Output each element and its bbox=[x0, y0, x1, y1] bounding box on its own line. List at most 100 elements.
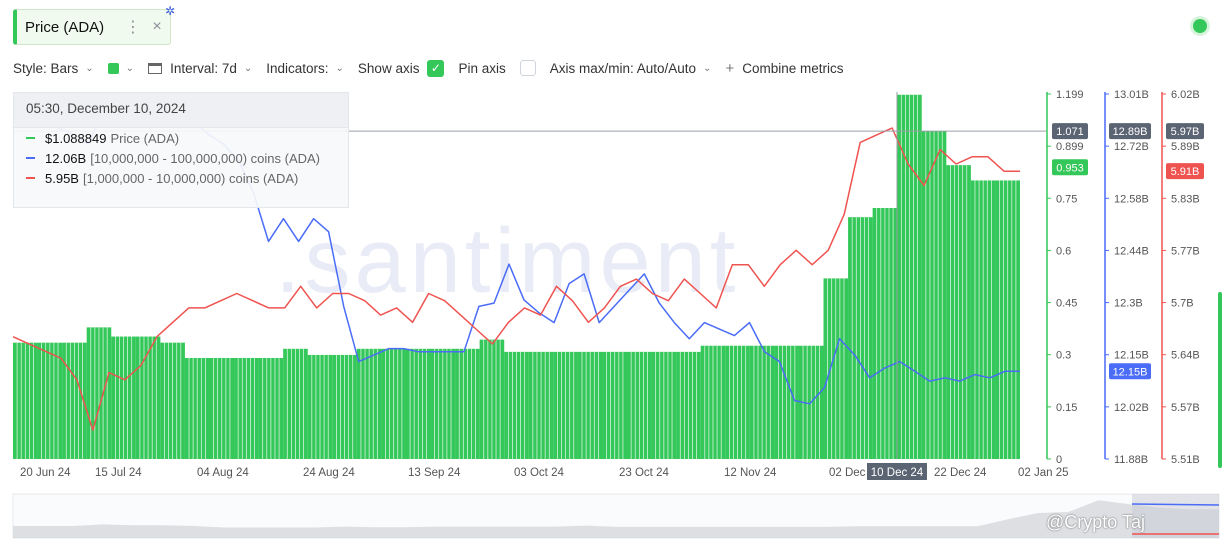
y-tick-label: 1.199 bbox=[1056, 89, 1084, 101]
series-marker bbox=[26, 137, 35, 139]
x-tick-label: 02 Dec bbox=[829, 467, 866, 479]
status-dot bbox=[1193, 19, 1207, 33]
style-dropdown[interactable]: Style: Bars ⌄ bbox=[13, 61, 94, 76]
checkbox-unchecked-icon[interactable] bbox=[519, 60, 536, 76]
santiment-watermark: .santiment bbox=[275, 210, 739, 312]
price-current-badge-bg bbox=[1052, 159, 1088, 176]
tooltip-row-price: $1.088849 Price (ADA) bbox=[14, 128, 348, 148]
chart-toolbar: Style: Bars ⌄ ⌄ Interval: 7d ⌄ Indicator… bbox=[13, 58, 857, 78]
x-tick-label: 22 Dec 24 bbox=[934, 467, 987, 479]
y-tick-label: 0.75 bbox=[1056, 193, 1077, 205]
series-marker bbox=[26, 177, 35, 179]
y-tick-label: 0.15 bbox=[1056, 402, 1077, 414]
show-axis-label: Show axis bbox=[357, 60, 420, 76]
metric-chip-label: Price (ADA) bbox=[25, 18, 105, 36]
x-tick-label: 24 Aug 24 bbox=[303, 467, 355, 479]
y-tick-label: 0.899 bbox=[1056, 141, 1084, 153]
y-tick-label: 13.01B bbox=[1114, 89, 1149, 101]
combine-metrics-button[interactable]: + Combine metrics bbox=[725, 60, 843, 77]
chevron-down-icon: ⌄ bbox=[335, 62, 344, 74]
axis-maxmin-label: Axis max/min: Auto/Auto bbox=[549, 60, 697, 76]
y-tick-label: 5.51B bbox=[1171, 454, 1200, 466]
y-tick-label: 0.45 bbox=[1056, 298, 1077, 310]
interval-dropdown[interactable]: Interval: 7d ⌄ bbox=[148, 61, 252, 76]
x-tick-label: 15 Jul 24 bbox=[95, 467, 142, 479]
close-icon[interactable]: × bbox=[152, 18, 162, 35]
mid-current-badge-bg bbox=[1109, 363, 1151, 380]
tooltip-date: 05:30, December 10, 2024 bbox=[14, 93, 348, 128]
mid-crosshair-badge-bg bbox=[1109, 123, 1151, 140]
kebab-menu-icon[interactable]: ⋮ bbox=[125, 19, 141, 36]
y-tick-label: 5.83B bbox=[1171, 193, 1200, 205]
chevron-down-icon: ⌄ bbox=[243, 62, 253, 74]
tooltip-row-small: 5.95B [1,000,000 - 10,000,000) coins (AD… bbox=[14, 168, 348, 188]
small-crosshair-badge-bg bbox=[1166, 123, 1204, 140]
x-tick-label: 12 Nov 24 bbox=[724, 467, 777, 479]
axis-maxmin-dropdown[interactable]: Axis max/min: Auto/Auto ⌄ bbox=[550, 61, 712, 76]
chevron-down-icon: ⌄ bbox=[703, 62, 712, 74]
scroll-indicator bbox=[1218, 292, 1222, 468]
checkbox-checked-icon[interactable]: ✓ bbox=[427, 59, 445, 77]
y-tick-label: 12.15B bbox=[1114, 350, 1149, 362]
combine-metrics-label: Combine metrics bbox=[742, 60, 844, 76]
indicators-dropdown[interactable]: Indicators: ⌄ bbox=[266, 61, 344, 76]
tooltip-label: [10,000,000 - 100,000,000) coins (ADA) bbox=[90, 150, 321, 166]
y-tick-label: 12.3B bbox=[1114, 298, 1143, 310]
y-tick-label: 5.64B bbox=[1171, 350, 1200, 362]
price-crosshair-badge-bg bbox=[1052, 123, 1088, 140]
y-tick-label: 0.6 bbox=[1056, 245, 1071, 257]
tooltip-value: $1.088849 bbox=[45, 130, 107, 146]
tooltip-label: [1,000,000 - 10,000,000) coins (ADA) bbox=[82, 170, 299, 186]
color-swatch bbox=[107, 62, 119, 74]
y-tick-label: 5.57B bbox=[1171, 402, 1200, 414]
y-tick-label: 5.77B bbox=[1171, 245, 1200, 257]
navigator-mid-line bbox=[1131, 503, 1220, 506]
x-tick-label: 23 Oct 24 bbox=[619, 467, 669, 479]
x-tick-label: 20 Jun 24 bbox=[20, 467, 71, 479]
color-dropdown[interactable]: ⌄ bbox=[107, 62, 135, 74]
mid-current-badge: 12.15B bbox=[1113, 366, 1148, 378]
credit-watermark: @Crypto Taj bbox=[1046, 512, 1145, 532]
y-tick-label: 5.89B bbox=[1171, 141, 1200, 153]
series-marker bbox=[26, 157, 35, 159]
show-axis-toggle[interactable]: Show axis ✓ bbox=[357, 59, 445, 77]
y-tick-label: 12.44B bbox=[1114, 245, 1149, 257]
style-label: Style: Bars bbox=[13, 60, 79, 76]
tooltip-value: 12.06B bbox=[45, 150, 87, 166]
chevron-down-icon: ⌄ bbox=[125, 62, 135, 74]
x-tick-label: 13 Sep 24 bbox=[408, 467, 461, 479]
pin-axis-toggle[interactable]: Pin axis bbox=[458, 60, 536, 76]
navigator-window bbox=[1132, 494, 1219, 538]
y-tick-label: 6.02B bbox=[1171, 89, 1200, 101]
x-tick-label: 04 Aug 24 bbox=[197, 467, 249, 479]
x-crosshair-label: 10 Dec 24 bbox=[871, 467, 924, 479]
x-crosshair-badge-bg bbox=[867, 463, 927, 480]
tooltip-row-mid: 12.06B [10,000,000 - 100,000,000) coins … bbox=[14, 148, 348, 168]
navigator-area bbox=[13, 500, 1219, 538]
y-tick-label: 0 bbox=[1056, 454, 1062, 466]
y-tick-label: 11.88B bbox=[1114, 454, 1148, 466]
metric-chip-price[interactable]: Price (ADA) ⋮ × bbox=[13, 9, 171, 45]
gear-icon[interactable]: ✲ bbox=[165, 4, 176, 18]
chevron-down-icon: ⌄ bbox=[85, 62, 94, 74]
x-tick-label: 03 Oct 24 bbox=[514, 467, 564, 479]
pin-axis-label: Pin axis bbox=[458, 60, 506, 76]
y-tick-label: 12.58B bbox=[1114, 193, 1149, 205]
tooltip-value: 5.95B bbox=[45, 170, 79, 186]
small-current-badge: 5.91B bbox=[1171, 166, 1200, 178]
y-tick-label: 5.7B bbox=[1171, 298, 1194, 310]
y-tick-label: 0.3 bbox=[1056, 350, 1071, 362]
small-current-badge-bg bbox=[1166, 163, 1204, 180]
chart-tooltip: 05:30, December 10, 2024 $1.088849 Price… bbox=[13, 92, 349, 208]
mid-crosshair-badge: 12.89B bbox=[1113, 126, 1148, 138]
price-current-badge: 0.953 bbox=[1056, 162, 1084, 174]
interval-label: Interval: 7d bbox=[170, 60, 237, 76]
small-holders-line bbox=[12, 127, 1020, 431]
y-tick-label: 12.72B bbox=[1114, 141, 1149, 153]
y-tick-label: 12.02B bbox=[1114, 402, 1149, 414]
x-tick-label: 02 Jan 25 bbox=[1018, 467, 1069, 479]
indicators-label: Indicators: bbox=[266, 60, 329, 76]
tooltip-label: Price (ADA) bbox=[110, 130, 180, 146]
small-crosshair-badge: 5.97B bbox=[1171, 126, 1200, 138]
